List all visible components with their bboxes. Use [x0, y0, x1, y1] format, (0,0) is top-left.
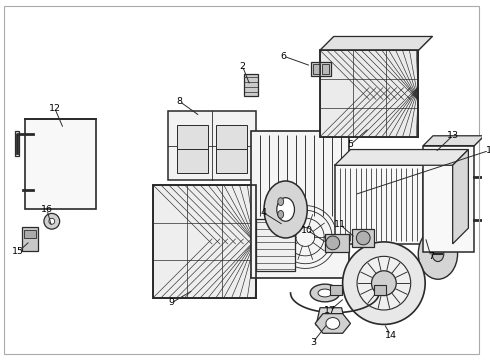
- Bar: [335, 165, 453, 244]
- Text: 15: 15: [12, 247, 24, 256]
- Bar: [153, 185, 256, 298]
- Bar: [176, 149, 208, 173]
- Polygon shape: [316, 308, 345, 329]
- Ellipse shape: [277, 198, 294, 221]
- Bar: [245, 74, 258, 95]
- Ellipse shape: [310, 284, 340, 302]
- Text: 6: 6: [281, 52, 287, 61]
- Bar: [352, 229, 374, 247]
- Bar: [423, 145, 474, 252]
- Text: 12: 12: [49, 104, 61, 113]
- Text: 1: 1: [486, 146, 490, 155]
- Ellipse shape: [432, 246, 444, 262]
- Bar: [168, 111, 256, 180]
- Text: 10: 10: [301, 226, 313, 235]
- Bar: [256, 219, 295, 271]
- Ellipse shape: [318, 289, 332, 297]
- Text: 4: 4: [260, 208, 266, 217]
- Bar: [24, 230, 36, 238]
- Circle shape: [49, 218, 55, 224]
- Ellipse shape: [418, 228, 458, 279]
- Ellipse shape: [264, 181, 307, 238]
- Bar: [311, 62, 331, 76]
- Text: 7: 7: [428, 252, 434, 261]
- Text: 17: 17: [324, 306, 336, 315]
- Text: 14: 14: [385, 331, 397, 340]
- Bar: [153, 185, 256, 298]
- Bar: [217, 125, 247, 149]
- Polygon shape: [335, 149, 468, 165]
- Bar: [330, 285, 342, 295]
- Bar: [176, 125, 208, 149]
- Ellipse shape: [278, 211, 284, 218]
- Circle shape: [371, 271, 396, 296]
- Bar: [217, 149, 247, 173]
- Bar: [322, 64, 329, 74]
- Text: 2: 2: [240, 62, 245, 71]
- Circle shape: [44, 213, 60, 229]
- Ellipse shape: [278, 198, 284, 206]
- Circle shape: [326, 236, 340, 250]
- Text: 13: 13: [446, 131, 459, 140]
- Text: 5: 5: [347, 140, 353, 149]
- Text: 11: 11: [334, 220, 345, 229]
- Text: 8: 8: [176, 97, 182, 106]
- Bar: [251, 131, 349, 278]
- Polygon shape: [315, 236, 325, 248]
- Ellipse shape: [326, 318, 340, 329]
- Bar: [15, 131, 20, 156]
- Circle shape: [356, 231, 370, 245]
- Text: 3: 3: [310, 338, 316, 347]
- Polygon shape: [453, 149, 468, 244]
- Bar: [325, 234, 348, 252]
- Circle shape: [357, 256, 411, 310]
- Bar: [320, 50, 418, 137]
- Bar: [25, 119, 96, 210]
- Polygon shape: [320, 37, 432, 50]
- Bar: [313, 64, 320, 74]
- Circle shape: [343, 242, 425, 324]
- Polygon shape: [423, 136, 484, 145]
- Bar: [374, 285, 386, 295]
- Polygon shape: [315, 314, 350, 333]
- Text: 16: 16: [41, 205, 53, 214]
- Bar: [320, 50, 418, 137]
- Bar: [23, 227, 38, 251]
- Text: 9: 9: [169, 298, 174, 307]
